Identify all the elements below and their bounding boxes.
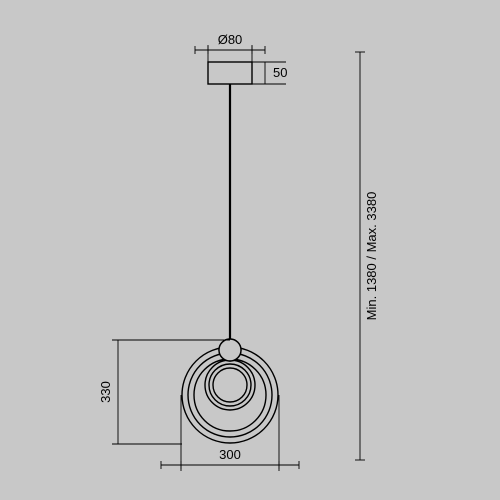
label-ring-width: 300 bbox=[219, 447, 241, 462]
ball-joint-top bbox=[219, 339, 241, 361]
label-ring-height: 330 bbox=[98, 381, 113, 403]
label-top-diameter: Ø80 bbox=[218, 32, 243, 47]
label-overall-height: Min. 1380 / Max. 3380 bbox=[364, 192, 379, 321]
label-canopy-height: 50 bbox=[273, 65, 287, 80]
pendant-lamp-dimension-drawing: Ø80 50 Min. 1380 / Max. 3380 330 300 bbox=[0, 0, 500, 500]
